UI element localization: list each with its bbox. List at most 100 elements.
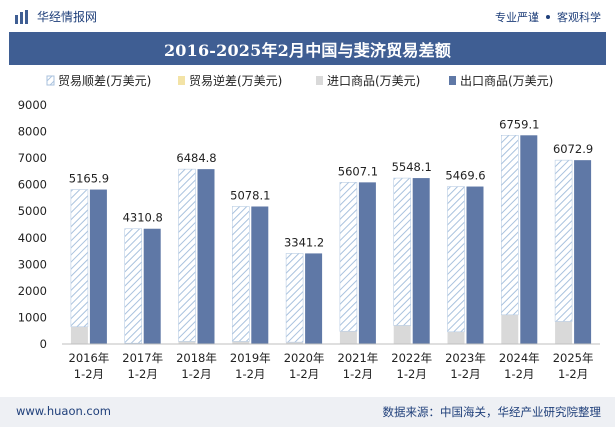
- surplus-bar: [500, 134, 519, 316]
- x-tick-label-line: 1-2月: [504, 367, 534, 381]
- data-label: 6072.9: [553, 142, 593, 156]
- x-tick-label-line: 1-2月: [74, 367, 104, 381]
- brand-name: 华经情报网: [37, 10, 98, 24]
- footer-source: 数据来源：中国海关，华经产业研究院整理: [382, 405, 602, 419]
- surplus-bar: [447, 186, 465, 333]
- data-label: 5078.1: [230, 188, 270, 202]
- footer-band: [0, 397, 615, 427]
- legend-label-2: 贸易逆差(万美元): [189, 73, 282, 88]
- x-tick-label: 2016年 1-2月: [69, 351, 110, 381]
- export-bar: [197, 169, 215, 344]
- tagline-right: 客观科学: [557, 11, 601, 24]
- export-bar: [251, 206, 269, 344]
- export-bar: [520, 135, 538, 344]
- legend-swatch-3: [316, 76, 323, 85]
- x-tick-label-line: 1-2月: [235, 367, 265, 381]
- x-tick-label-line: 1-2月: [397, 367, 427, 381]
- surplus-bar: [70, 189, 89, 328]
- x-tick-label-line: 2022年: [391, 351, 432, 365]
- dot-icon: [546, 15, 550, 19]
- surplus-bar: [285, 253, 304, 343]
- legend-label-4: 出口商品(万美元): [460, 73, 553, 88]
- surplus-bar: [393, 177, 412, 326]
- export-bar: [89, 189, 107, 344]
- x-tick-label: 2025年 1-2月: [553, 351, 594, 381]
- x-tick-label: 2018年 1-2月: [176, 351, 217, 381]
- legend-swatch-4: [449, 76, 456, 85]
- bars: 5165.9 4310.8 6484.8 5078.1 3341.2 5607.1 5548…: [69, 117, 593, 344]
- y-axis: 0 1000 2000 3000 4000 5000 6000 7000 8000 9000: [18, 98, 47, 351]
- y-tick-label: 7000: [18, 151, 47, 165]
- y-tick-label: 5000: [18, 204, 47, 218]
- import-bar: [286, 342, 304, 344]
- y-tick-label: 9000: [18, 98, 47, 112]
- export-bar: [466, 186, 484, 344]
- y-tick-label: 0: [40, 337, 47, 351]
- chart-title: 2016-2025年2月中国与斐济贸易差额: [9, 32, 606, 65]
- export-bar: [143, 228, 161, 344]
- x-tick-label-line: 2021年: [338, 351, 379, 365]
- import-bar: [339, 331, 357, 344]
- import-bar: [555, 321, 573, 344]
- x-tick-label: 2023年 1-2月: [445, 351, 486, 381]
- export-bar: [574, 160, 592, 344]
- header: 华经情报网 专业严谨 客观科学: [0, 0, 615, 30]
- x-tick-label-line: 2016年: [69, 351, 110, 365]
- surplus-bar: [232, 206, 250, 342]
- brand-logo: 华经情报网: [14, 8, 97, 25]
- x-tick-label: 2021年 1-2月: [338, 351, 379, 381]
- x-tick-label-line: 2017年: [122, 351, 163, 365]
- legend: 贸易顺差(万美元) 贸易逆差(万美元) 进口商品(万美元) 出口商品(万美元): [46, 73, 553, 88]
- x-tick-label-line: 2018年: [176, 351, 217, 365]
- data-label: 6759.1: [499, 117, 539, 131]
- x-tick-label: 2020年 1-2月: [284, 351, 325, 381]
- x-tick-label-line: 1-2月: [289, 367, 319, 381]
- x-tick-label-line: 1-2月: [128, 367, 158, 381]
- import-bar: [178, 341, 196, 344]
- surplus-bar: [124, 228, 142, 344]
- legend-swatch-2: [178, 76, 185, 85]
- data-label: 5469.6: [445, 169, 485, 183]
- data-label: 4310.8: [123, 211, 163, 225]
- import-bar: [232, 341, 250, 344]
- export-bar: [305, 253, 323, 344]
- x-tick-label: 2024年 1-2月: [499, 351, 540, 381]
- chart: 贸易顺差(万美元) 贸易逆差(万美元) 进口商品(万美元) 出口商品(万美元) 0 10…: [18, 73, 600, 381]
- x-tick-label-line: 1-2月: [181, 367, 211, 381]
- y-tick-label: 8000: [18, 125, 47, 139]
- surplus-bar: [554, 159, 573, 322]
- x-tick-label: 2019年 1-2月: [230, 351, 271, 381]
- x-tick-label-line: 2024年: [499, 351, 540, 365]
- footer-website: www.huaon.com: [16, 404, 111, 418]
- y-tick-label: 1000: [18, 310, 47, 324]
- surplus-bar: [339, 182, 358, 332]
- tagline-left: 专业严谨: [495, 11, 539, 24]
- data-label: 3341.2: [284, 235, 324, 249]
- y-tick-label: 4000: [18, 231, 47, 245]
- y-tick-label: 3000: [18, 257, 47, 271]
- x-tick-label-line: 2023年: [445, 351, 486, 365]
- export-bar: [358, 182, 376, 344]
- x-tick-label-line: 2019年: [230, 351, 271, 365]
- legend-swatch-1: [46, 75, 55, 86]
- y-tick-label: 6000: [18, 178, 47, 192]
- logo-icon: [15, 9, 28, 24]
- import-bar: [501, 314, 519, 344]
- x-tick-label-line: 1-2月: [343, 367, 373, 381]
- x-tick-label-line: 1-2月: [450, 367, 480, 381]
- y-tick-label: 2000: [18, 284, 47, 298]
- export-bar: [412, 178, 430, 344]
- x-tick-label: 2022年 1-2月: [391, 351, 432, 381]
- x-tick-label-line: 2025年: [553, 351, 594, 365]
- x-tick-label-line: 1-2月: [558, 367, 588, 381]
- x-tick-label-line: 2020年: [284, 351, 325, 365]
- data-label: 5165.9: [69, 172, 109, 186]
- tagline: 专业严谨 客观科学: [495, 9, 601, 25]
- legend-label-3: 进口商品(万美元): [327, 73, 420, 88]
- x-tick-label: 2017年 1-2月: [122, 351, 163, 381]
- data-label: 6484.8: [176, 151, 216, 165]
- import-bar: [70, 326, 88, 344]
- import-bar: [393, 325, 411, 344]
- surplus-bar: [178, 168, 196, 342]
